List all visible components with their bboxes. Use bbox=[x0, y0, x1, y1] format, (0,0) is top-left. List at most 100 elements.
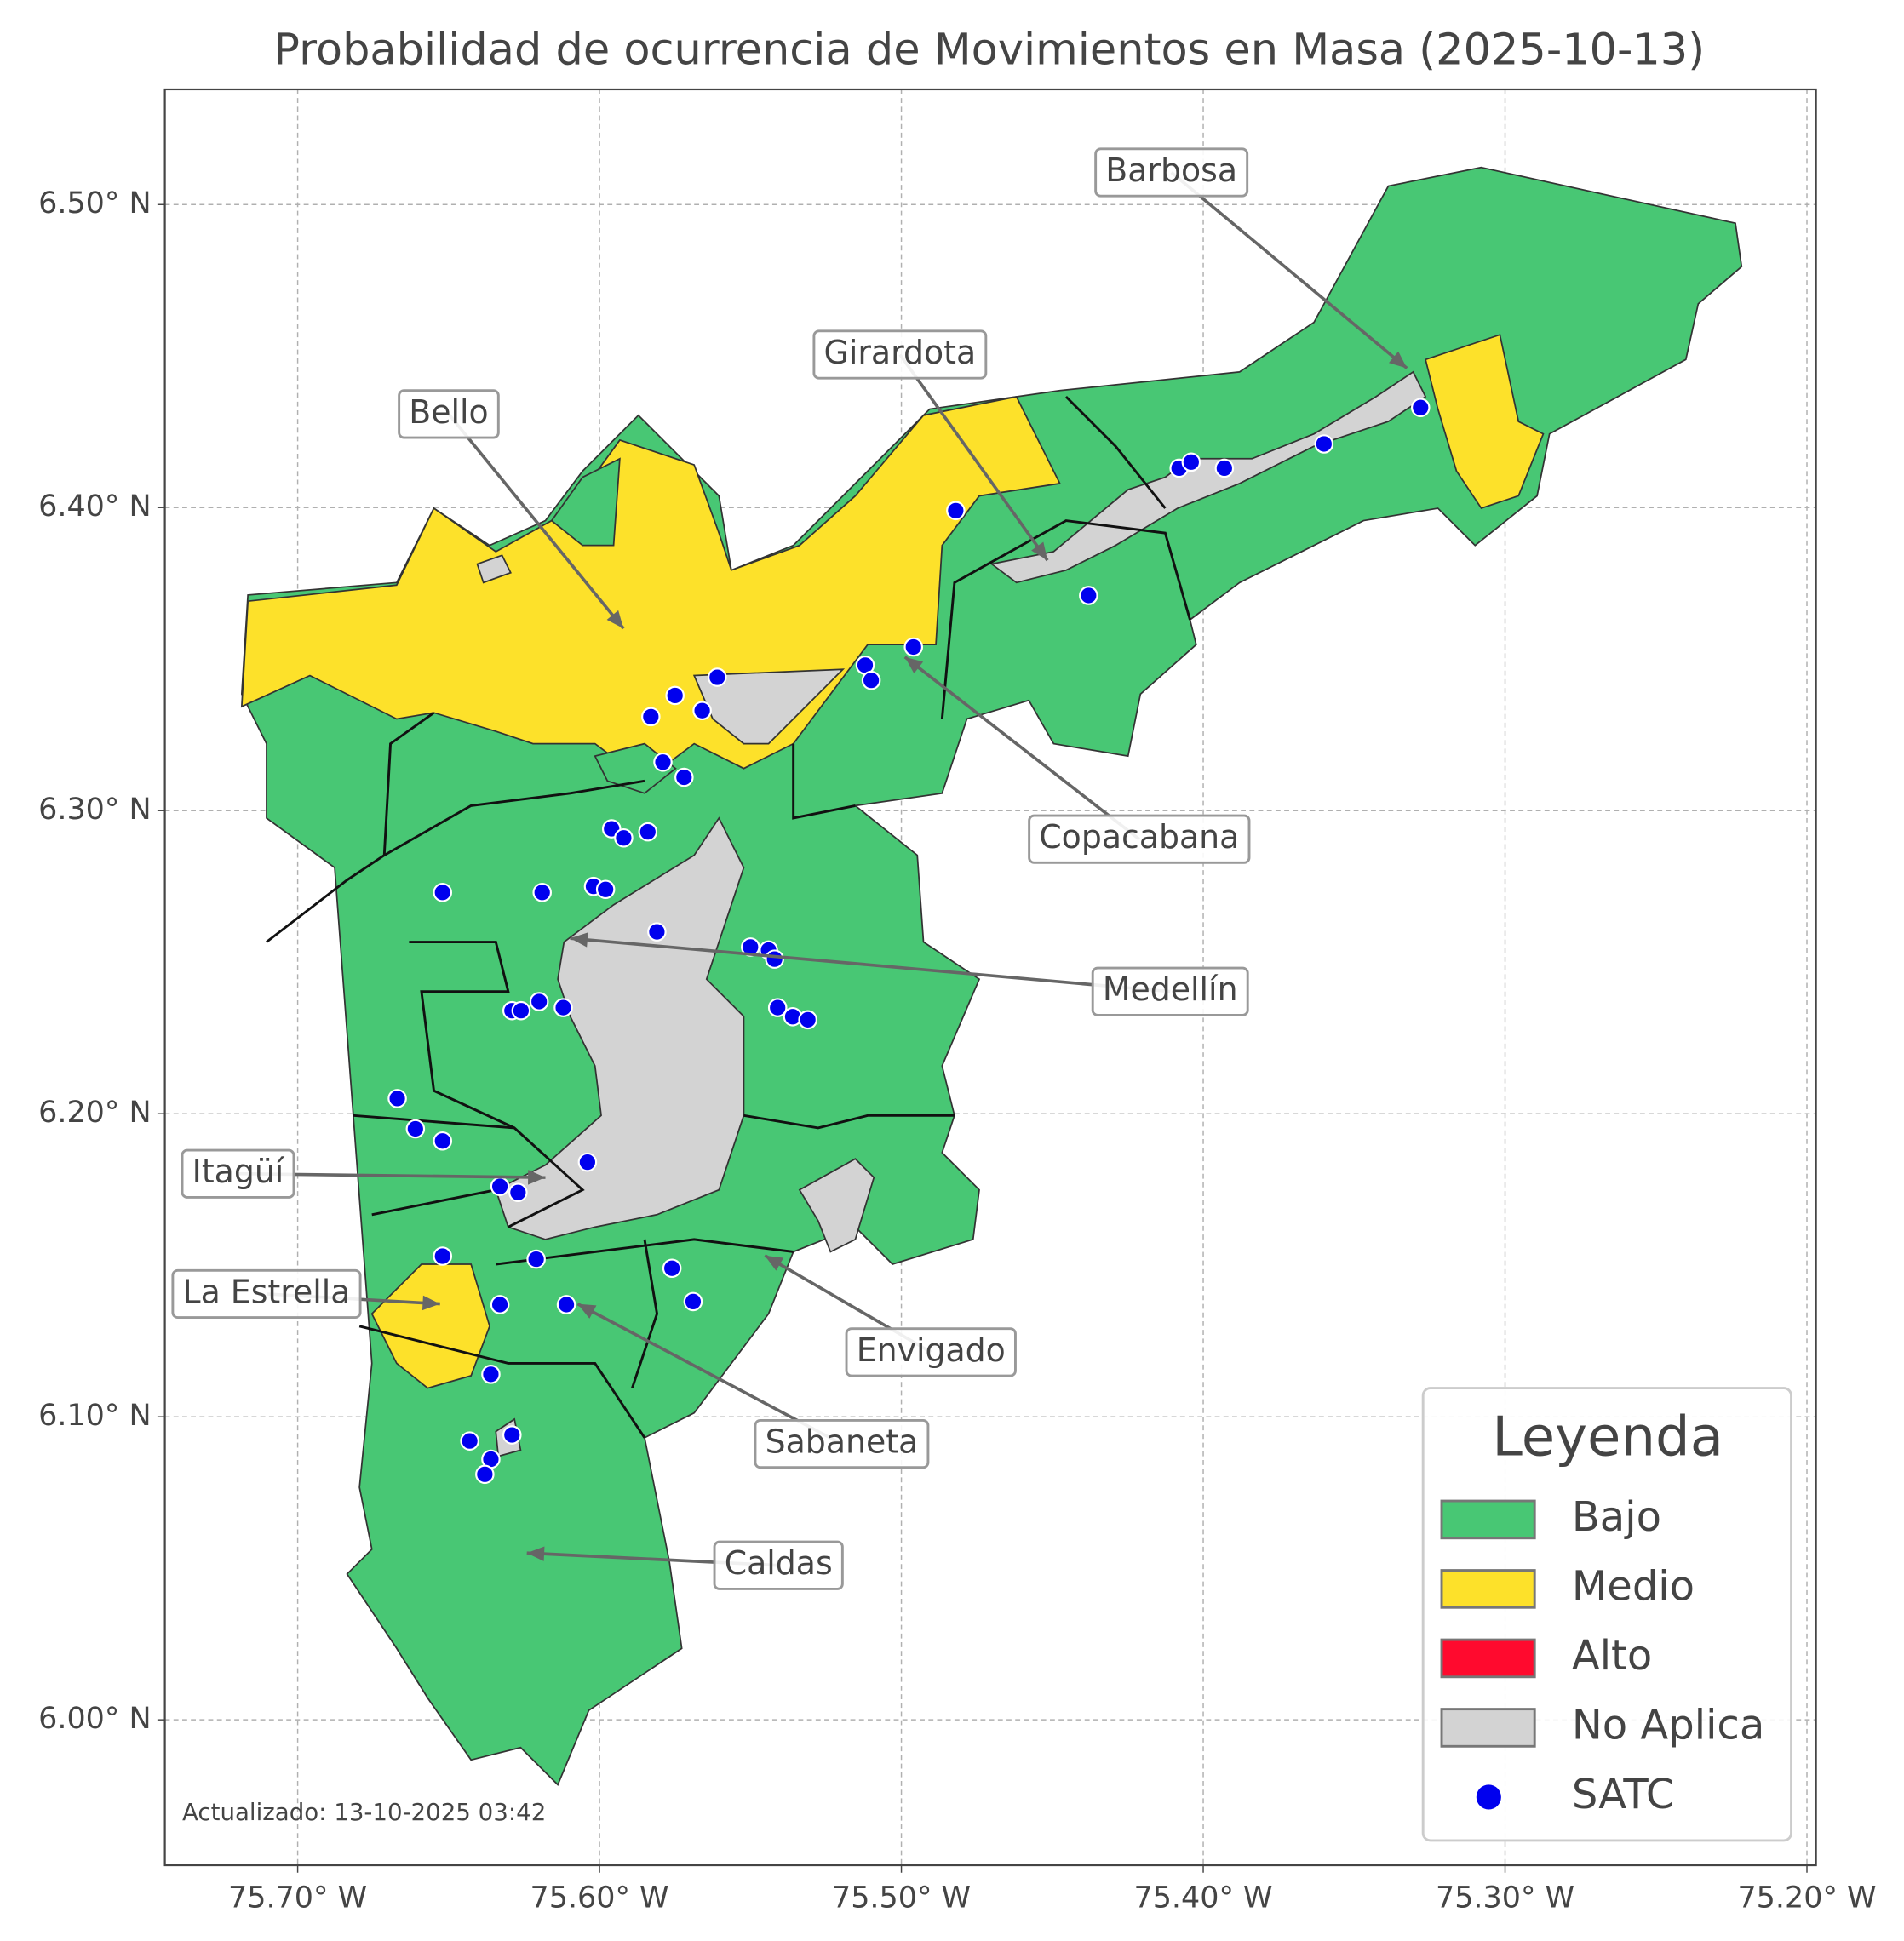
label-text: Medellín bbox=[1103, 970, 1238, 1008]
municipal-border bbox=[743, 1114, 955, 1130]
place-label: Sabaneta bbox=[576, 1302, 930, 1469]
satc-point bbox=[662, 1258, 682, 1279]
satc-point bbox=[556, 1295, 576, 1314]
satc-point bbox=[861, 670, 881, 690]
arrow-head bbox=[422, 1295, 440, 1311]
satc-point bbox=[481, 1365, 501, 1384]
arrow-head bbox=[526, 1546, 545, 1561]
label-arrow bbox=[898, 353, 1049, 562]
legend-title: Leyenda bbox=[1492, 1406, 1723, 1469]
x-tick-label: 75.40° W bbox=[1134, 1881, 1273, 1915]
y-tick-label: 6.10° N bbox=[38, 1399, 151, 1433]
label-text: Itagüí bbox=[192, 1153, 285, 1190]
region bbox=[495, 816, 745, 1240]
place-label: Itagüí bbox=[181, 1148, 546, 1199]
ticks: 75.70° W 75.60° W 75.50° W 75.40° W 75.30° W… bbox=[38, 186, 1876, 1915]
arrow-head bbox=[528, 1170, 546, 1185]
arrow-head bbox=[765, 1255, 784, 1271]
municipal-border bbox=[792, 743, 856, 820]
label-text: Barbosa bbox=[1105, 152, 1237, 189]
municipal-border bbox=[940, 519, 1191, 719]
label-box bbox=[1091, 966, 1249, 1016]
satc-point bbox=[708, 667, 727, 687]
legend-swatch bbox=[1440, 1708, 1536, 1748]
label-arrow bbox=[903, 656, 1140, 841]
satc-point bbox=[460, 1431, 479, 1451]
satc-point bbox=[490, 1295, 510, 1314]
satc-point bbox=[767, 998, 788, 1017]
label-text: Girardota bbox=[824, 334, 977, 371]
satc-point bbox=[490, 1177, 510, 1196]
x-tick-label: 75.60° W bbox=[530, 1881, 669, 1915]
arrow-head bbox=[1388, 351, 1408, 369]
satc-point bbox=[798, 1010, 817, 1030]
satc-point bbox=[526, 1249, 546, 1269]
y-tick-label: 6.20° N bbox=[38, 1096, 151, 1130]
region bbox=[989, 370, 1427, 584]
legend-label: No Aplica bbox=[1572, 1701, 1764, 1749]
satc-point bbox=[653, 752, 673, 772]
regions bbox=[240, 166, 1743, 1786]
label-box bbox=[1028, 814, 1251, 864]
y-tick-label: 6.40° N bbox=[38, 490, 151, 524]
satc-point bbox=[508, 1182, 528, 1203]
label-arrow bbox=[447, 413, 625, 630]
x-tick-label: 75.30° W bbox=[1436, 1881, 1574, 1915]
legend-label: Alto bbox=[1572, 1632, 1652, 1680]
satc-point bbox=[765, 949, 784, 969]
place-label: Caldas bbox=[526, 1540, 844, 1590]
satc-point bbox=[405, 1119, 426, 1139]
label-box bbox=[754, 1418, 930, 1469]
y-tick-label: 6.30° N bbox=[38, 793, 151, 827]
legend: Leyenda Bajo Medio Alto No Aplica SATC bbox=[1421, 1387, 1792, 1842]
satc-point bbox=[683, 1291, 703, 1312]
label-text: Bello bbox=[409, 393, 488, 431]
label-text: Sabaneta bbox=[766, 1423, 919, 1461]
legend-swatch bbox=[1440, 1569, 1536, 1609]
axes-frame bbox=[163, 88, 1817, 1867]
place-label: Copacabana bbox=[903, 656, 1251, 864]
place-label: Girardota bbox=[812, 329, 1049, 562]
label-box bbox=[398, 389, 500, 439]
municipal-border bbox=[371, 1188, 496, 1217]
municipal-border bbox=[1064, 395, 1167, 509]
arrow-head bbox=[577, 1303, 597, 1319]
municipal-border bbox=[409, 941, 515, 1130]
place-label: Envigado bbox=[764, 1254, 1017, 1377]
label-box bbox=[181, 1148, 295, 1199]
label-text: Envigado bbox=[857, 1331, 1006, 1369]
region bbox=[594, 742, 677, 794]
satc-point bbox=[614, 827, 634, 848]
map-title: Probabilidad de ocurrencia de Movimiento… bbox=[273, 25, 1705, 75]
satc-point bbox=[577, 1152, 598, 1172]
label-box bbox=[845, 1327, 1017, 1377]
satc-point bbox=[475, 1464, 495, 1485]
satc-point bbox=[511, 1000, 531, 1021]
legend-swatch bbox=[1440, 1499, 1536, 1540]
y-tick-label: 6.00° N bbox=[38, 1702, 151, 1736]
satc-points bbox=[387, 398, 1431, 1485]
satc-point bbox=[1214, 458, 1235, 478]
satc-point bbox=[1181, 452, 1201, 472]
region bbox=[798, 1158, 875, 1253]
arrow-head bbox=[606, 610, 624, 629]
satc-point bbox=[638, 822, 658, 842]
label-arrow bbox=[570, 936, 1171, 993]
region bbox=[370, 1263, 490, 1389]
arrow-head bbox=[904, 656, 924, 674]
y-tick-label: 6.50° N bbox=[38, 186, 151, 220]
region bbox=[1425, 334, 1545, 510]
label-arrow bbox=[1170, 171, 1408, 369]
place-label: Barbosa bbox=[1094, 147, 1408, 369]
satc-point bbox=[647, 922, 667, 942]
place-label: Bello bbox=[398, 389, 625, 630]
arrow-head bbox=[570, 932, 588, 948]
legend-label: SATC bbox=[1572, 1771, 1675, 1818]
satc-point bbox=[433, 1131, 453, 1151]
satc-point bbox=[903, 637, 924, 657]
label-box bbox=[812, 329, 988, 380]
satc-point bbox=[553, 998, 573, 1017]
satc-point bbox=[1410, 398, 1431, 418]
x-tick-label: 75.50° W bbox=[832, 1881, 971, 1915]
